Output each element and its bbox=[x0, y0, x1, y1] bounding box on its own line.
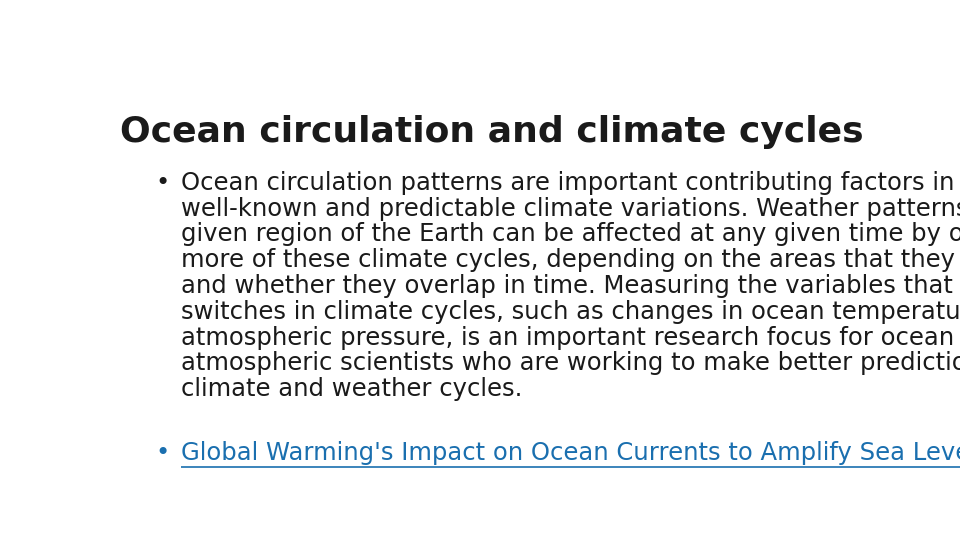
Text: more of these climate cycles, depending on the areas that they cover: more of these climate cycles, depending … bbox=[181, 248, 960, 272]
Text: atmospheric scientists who are working to make better predictions of: atmospheric scientists who are working t… bbox=[181, 352, 960, 375]
Text: given region of the Earth can be affected at any given time by one or: given region of the Earth can be affecte… bbox=[181, 222, 960, 246]
Text: Ocean circulation and climate cycles: Ocean circulation and climate cycles bbox=[120, 114, 864, 148]
Text: switches in climate cycles, such as changes in ocean temperature and: switches in climate cycles, such as chan… bbox=[181, 300, 960, 323]
Text: climate and weather cycles.: climate and weather cycles. bbox=[181, 377, 522, 401]
Text: Ocean circulation patterns are important contributing factors in many: Ocean circulation patterns are important… bbox=[181, 171, 960, 195]
Text: atmospheric pressure, is an important research focus for ocean and: atmospheric pressure, is an important re… bbox=[181, 326, 960, 349]
Text: and whether they overlap in time. Measuring the variables that signal: and whether they overlap in time. Measur… bbox=[181, 274, 960, 298]
Text: well-known and predictable climate variations. Weather patterns in a: well-known and predictable climate varia… bbox=[181, 197, 960, 221]
Text: Global Warming's Impact on Ocean Currents to Amplify Sea Level Rise: Global Warming's Impact on Ocean Current… bbox=[181, 441, 960, 465]
Text: •: • bbox=[156, 441, 170, 465]
Text: •: • bbox=[156, 171, 170, 195]
